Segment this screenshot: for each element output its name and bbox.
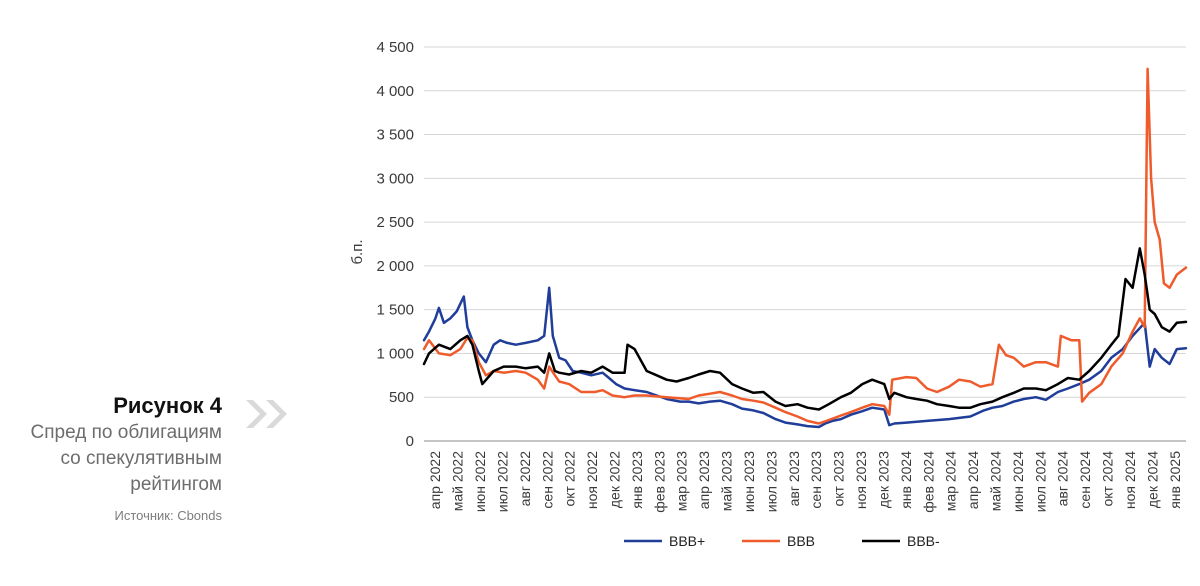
x-tick-label: сен 2023 bbox=[808, 451, 824, 509]
y-tick-label: 1 500 bbox=[376, 302, 414, 319]
x-tick-label: авг 2023 bbox=[786, 451, 802, 507]
x-tick-label: ноя 2024 bbox=[1122, 451, 1138, 509]
y-tick-label: 3 500 bbox=[376, 127, 414, 144]
figure-subtitle-line: рейтингом bbox=[130, 474, 222, 495]
double-chevron-right-icon bbox=[246, 400, 287, 428]
x-tick-label: окт 2023 bbox=[831, 451, 847, 507]
x-tick-label: апр 2022 bbox=[427, 451, 443, 509]
x-tick-label: дек 2023 bbox=[875, 451, 891, 508]
x-tick-label: янв 2024 bbox=[898, 451, 914, 509]
y-tick-label: 500 bbox=[389, 389, 414, 406]
x-tick-label: дек 2022 bbox=[607, 451, 623, 508]
x-tick-label: июл 2024 bbox=[1032, 451, 1048, 512]
x-tick-label: июн 2022 bbox=[472, 451, 488, 512]
x-tick-label: май 2022 bbox=[450, 451, 466, 511]
x-tick-label: мар 2024 bbox=[943, 451, 959, 511]
legend-label: BBB- bbox=[907, 533, 940, 549]
x-tick-label: ноя 2023 bbox=[853, 451, 869, 509]
y-tick-label: 4 500 bbox=[376, 39, 414, 56]
x-tick-label: дек 2024 bbox=[1144, 451, 1160, 508]
x-tick-label: окт 2024 bbox=[1100, 451, 1116, 507]
x-tick-label: окт 2022 bbox=[562, 451, 578, 507]
x-tick-label: июл 2022 bbox=[494, 451, 510, 512]
x-tick-label: фев 2023 bbox=[651, 451, 667, 513]
y-tick-label: 1 000 bbox=[376, 345, 414, 362]
y-tick-label: 2 000 bbox=[376, 258, 414, 275]
y-axis-ticks: 0 500 1 000 1 500 2 000 2 500 3 000 3 500 4 000 4… bbox=[376, 39, 414, 450]
y-tick-label: 4 000 bbox=[376, 83, 414, 100]
series-line-BBB bbox=[422, 67, 1188, 425]
x-tick-label: сен 2022 bbox=[539, 451, 555, 509]
legend: BBB+ BBB BBB- bbox=[624, 533, 940, 549]
series-layer bbox=[422, 67, 1188, 429]
x-axis-ticks: апр 2022 май 2022 июн 2022 июл 2022 авг 2022… bbox=[427, 451, 1183, 513]
x-tick-label: янв 2023 bbox=[629, 451, 645, 509]
x-tick-label: фев 2024 bbox=[920, 451, 936, 513]
figure-source: Источник: Cbonds bbox=[114, 508, 222, 523]
series-line-BBB+ bbox=[422, 286, 1188, 429]
x-tick-label: сен 2024 bbox=[1077, 451, 1093, 509]
figure-caption: Рисунок 4 Спред по облигациям со спекуля… bbox=[0, 392, 222, 523]
x-tick-label: апр 2024 bbox=[965, 451, 981, 509]
y-tick-label: 3 000 bbox=[376, 170, 414, 187]
x-tick-label: ноя 2022 bbox=[584, 451, 600, 509]
figure-title: Рисунок 4 bbox=[113, 393, 222, 418]
x-tick-label: авг 2024 bbox=[1055, 451, 1071, 507]
x-tick-label: июл 2023 bbox=[763, 451, 779, 512]
legend-label: BBB+ bbox=[669, 533, 705, 549]
y-tick-label: 0 bbox=[406, 433, 414, 450]
figure-subtitle-line: со спекулятивным bbox=[60, 448, 222, 469]
legend-label: BBB bbox=[787, 533, 815, 549]
x-tick-label: май 2023 bbox=[719, 451, 735, 511]
x-tick-label: июн 2024 bbox=[1010, 451, 1026, 512]
x-tick-label: апр 2023 bbox=[696, 451, 712, 509]
y-axis-label: б.п. bbox=[349, 239, 366, 264]
x-tick-label: май 2024 bbox=[988, 451, 1004, 511]
figure-subtitle-line: Спред по облигациям bbox=[30, 422, 222, 443]
x-tick-label: янв 2025 bbox=[1167, 451, 1183, 509]
y-tick-label: 2 500 bbox=[376, 214, 414, 231]
x-tick-label: июн 2023 bbox=[741, 451, 757, 512]
series-line-BBB- bbox=[422, 247, 1188, 411]
x-tick-label: авг 2022 bbox=[517, 451, 533, 507]
x-tick-label: мар 2023 bbox=[674, 451, 690, 511]
